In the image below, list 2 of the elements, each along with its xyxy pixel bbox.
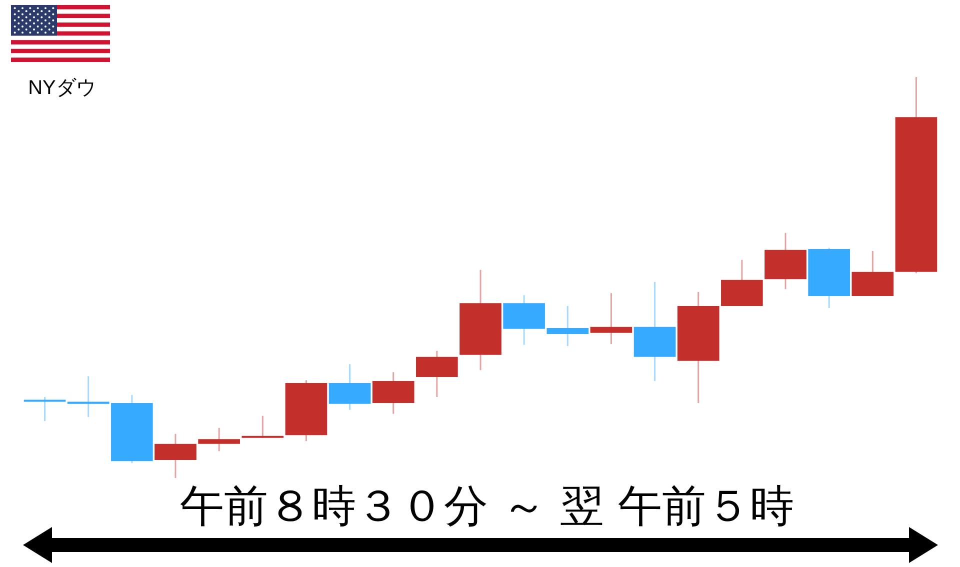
- chart-title: NYダウ: [27, 76, 97, 100]
- x-axis-title: 午前８時３０分 ～ 翌 午前５時: [179, 481, 795, 532]
